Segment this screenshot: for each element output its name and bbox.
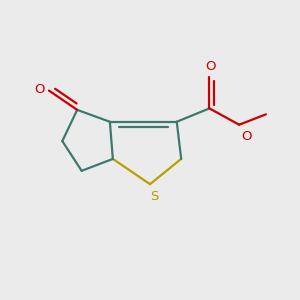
Text: O: O (34, 83, 45, 96)
Text: O: O (241, 130, 252, 143)
Text: S: S (150, 190, 158, 203)
Text: O: O (205, 60, 216, 73)
